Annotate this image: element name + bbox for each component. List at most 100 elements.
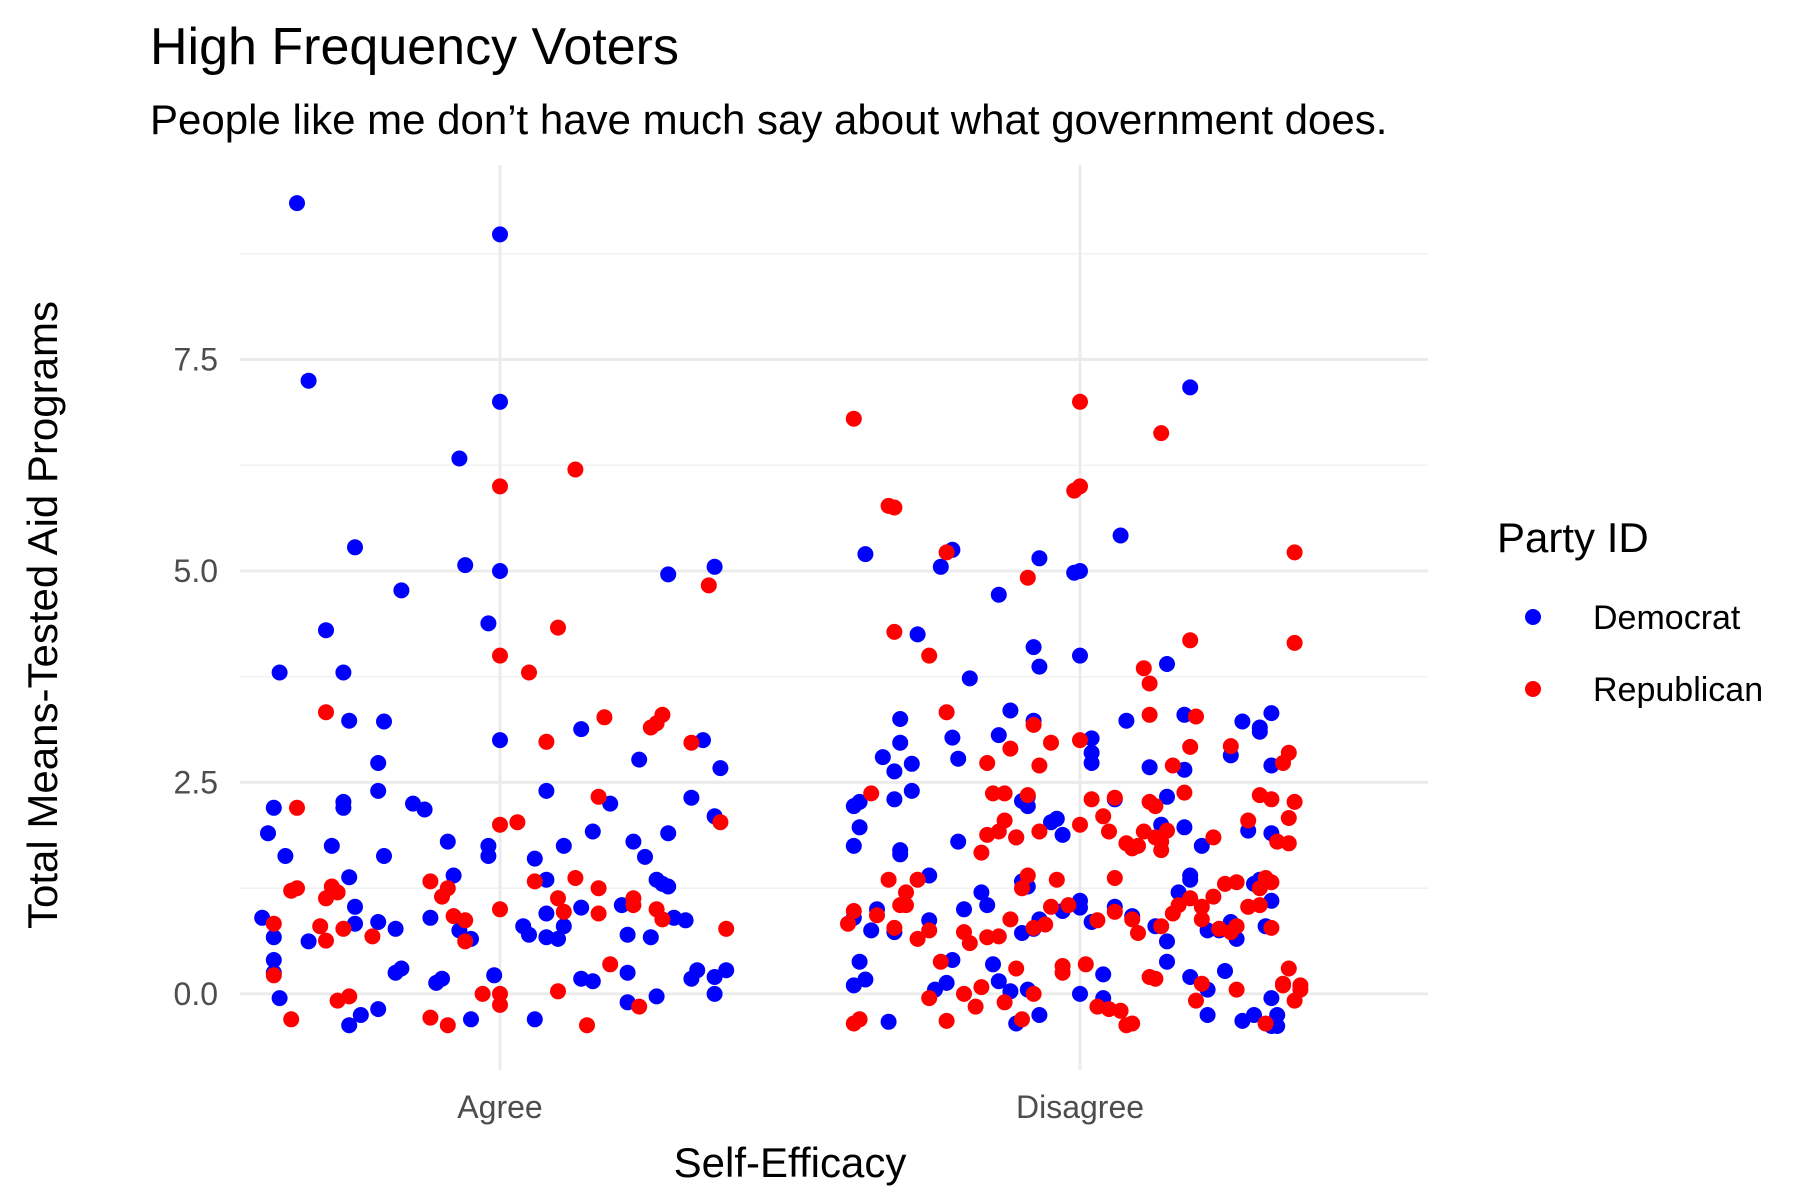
democrat-point	[1043, 814, 1059, 831]
republican-point	[596, 709, 613, 726]
legend-label-republican: Republican	[1593, 671, 1763, 709]
democrat-point	[451, 450, 468, 467]
republican-point	[265, 915, 282, 932]
democrat-point	[463, 1011, 479, 1028]
republican-point	[845, 903, 862, 919]
democrat-point	[973, 884, 990, 901]
republican-point	[909, 871, 926, 888]
republican-point	[1072, 478, 1088, 495]
democrat-point	[1251, 719, 1268, 736]
republican-point	[967, 998, 984, 1015]
democrat-point	[631, 751, 648, 768]
republican-point	[996, 785, 1013, 802]
democrat-point	[909, 626, 926, 643]
republican-point	[654, 706, 671, 723]
democrat-point	[1095, 966, 1112, 983]
y-tick-labels: 0.0 2.5 5.0 7.5	[174, 342, 218, 1012]
republican-point	[1193, 975, 1210, 992]
republican-point	[590, 880, 607, 897]
republican-point	[1193, 898, 1210, 915]
republican-point	[938, 1012, 955, 1029]
democrat-point	[602, 795, 619, 812]
democrat-point	[480, 848, 497, 864]
republican-point	[996, 994, 1013, 1011]
republican-point	[921, 922, 938, 939]
legend-key-democrat	[1525, 609, 1541, 625]
democrat-point	[845, 837, 862, 854]
republican-point	[979, 755, 996, 771]
democrat-point	[642, 929, 659, 946]
democrat-point	[376, 848, 392, 864]
democrat-point	[863, 922, 880, 939]
democrat-point	[857, 971, 874, 988]
data-points	[254, 195, 1309, 1034]
democrat-point	[1199, 1007, 1216, 1023]
republican-point	[538, 733, 555, 750]
republican-point	[631, 998, 648, 1015]
democrat-point	[1072, 985, 1088, 1002]
republican-point	[1002, 911, 1019, 928]
republican-point	[492, 816, 508, 833]
republican-point	[1054, 964, 1071, 981]
democrat-point	[555, 918, 572, 935]
x-tick-label: Disagree	[1016, 1089, 1144, 1125]
republican-point	[886, 499, 903, 516]
republican-point	[318, 704, 334, 721]
republican-point	[1286, 634, 1303, 651]
republican-point	[329, 884, 346, 901]
republican-point	[602, 956, 619, 973]
democrat-point	[277, 848, 294, 864]
republican-point	[1228, 874, 1245, 891]
chart-subtitle: People like me don’t have much say about…	[150, 96, 1387, 143]
republican-point	[521, 664, 537, 681]
democrat-point	[619, 964, 636, 981]
republican-point	[863, 785, 880, 802]
republican-point	[1106, 903, 1123, 920]
democrat-point	[341, 712, 358, 729]
republican-point	[625, 897, 642, 914]
republican-point	[1072, 732, 1088, 749]
republican-point	[289, 880, 305, 897]
democrat-point	[271, 990, 288, 1007]
republican-point	[312, 918, 329, 935]
republican-point	[341, 988, 358, 1005]
democrat-point	[1112, 527, 1129, 544]
y-tick-label: 0.0	[174, 976, 218, 1012]
republican-point	[457, 912, 474, 929]
republican-point	[961, 935, 978, 952]
democrat-point	[370, 914, 387, 930]
republican-point	[567, 870, 584, 886]
democrat-point	[660, 566, 677, 583]
republican-point	[1176, 784, 1193, 801]
republican-point	[567, 461, 584, 478]
democrat-point	[1031, 550, 1048, 567]
democrat-point	[1182, 969, 1199, 985]
democrat-point	[1234, 713, 1251, 730]
democrat-point	[886, 763, 903, 780]
republican-point	[590, 905, 607, 922]
democrat-point	[706, 969, 723, 985]
democrat-point	[526, 1011, 543, 1028]
legend-entries: Democrat Republican	[1525, 599, 1763, 709]
democrat-point	[851, 819, 868, 836]
republican-point	[492, 985, 508, 1002]
democrat-point	[712, 760, 729, 777]
democrat-point	[1019, 798, 1036, 815]
republican-point	[990, 928, 1007, 945]
democrat-point	[886, 791, 903, 808]
democrat-point	[521, 926, 537, 943]
democrat-point	[660, 825, 677, 842]
democrat-point	[538, 782, 555, 799]
democrat-point	[990, 586, 1007, 603]
democrat-point	[387, 920, 404, 937]
democrat-point	[613, 897, 630, 914]
republican-point	[1083, 791, 1100, 808]
republican-point	[1002, 740, 1019, 757]
democrat-point	[637, 848, 653, 865]
republican-point	[509, 814, 526, 831]
republican-point	[996, 812, 1013, 829]
democrat-point	[347, 539, 363, 556]
democrat-point	[370, 755, 387, 771]
democrat-point	[1083, 755, 1100, 771]
